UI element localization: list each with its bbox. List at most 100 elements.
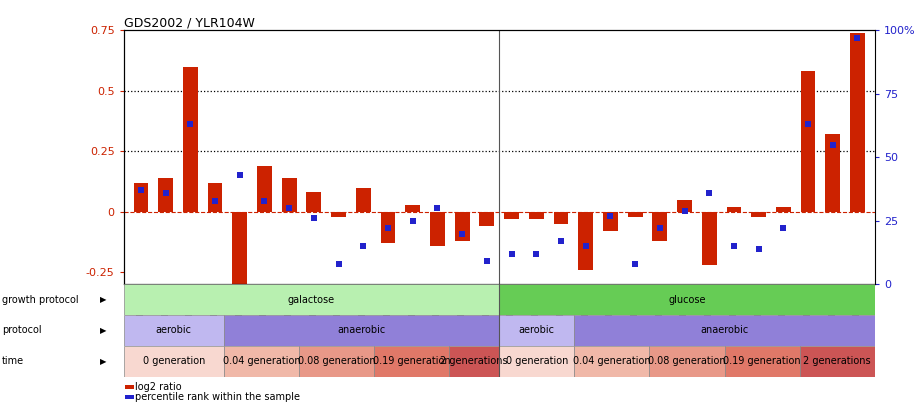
Bar — [574, 315, 875, 346]
Bar — [134, 183, 148, 212]
Bar — [649, 346, 725, 377]
Bar — [553, 212, 569, 224]
Point — [627, 261, 642, 267]
Point — [578, 243, 593, 249]
Text: 0.08 generation: 0.08 generation — [298, 356, 376, 366]
Point — [801, 121, 815, 128]
Bar — [726, 207, 741, 212]
Bar — [332, 212, 346, 217]
Point — [233, 172, 247, 178]
Point — [677, 207, 692, 214]
Point — [850, 35, 865, 41]
Point — [455, 230, 470, 237]
Point — [504, 251, 518, 257]
Bar — [183, 67, 198, 212]
Text: 0.08 generation: 0.08 generation — [649, 356, 725, 366]
Text: galactose: galactose — [288, 295, 335, 305]
Bar — [825, 134, 840, 212]
Text: protocol: protocol — [2, 326, 41, 335]
Point — [652, 225, 667, 232]
Text: 0 generation: 0 generation — [506, 356, 568, 366]
Bar — [574, 346, 649, 377]
Point — [282, 205, 297, 211]
Bar — [499, 346, 574, 377]
Point — [553, 238, 568, 244]
Text: 2 generations: 2 generations — [441, 356, 508, 366]
Bar — [405, 205, 420, 212]
Bar — [356, 188, 371, 212]
Text: 0.04 generation: 0.04 generation — [573, 356, 650, 366]
Point — [208, 197, 223, 204]
Text: log2 ratio: log2 ratio — [135, 382, 181, 392]
Point — [702, 190, 716, 196]
Point — [726, 243, 741, 249]
Bar — [307, 192, 322, 212]
Text: GDS2002 / YLR104W: GDS2002 / YLR104W — [124, 16, 255, 29]
Bar — [479, 212, 495, 226]
Point — [158, 190, 173, 196]
Point — [406, 217, 420, 224]
Bar — [800, 346, 875, 377]
Text: percentile rank within the sample: percentile rank within the sample — [135, 392, 300, 402]
Point — [431, 205, 445, 211]
Text: 0 generation: 0 generation — [143, 356, 205, 366]
Bar — [850, 33, 865, 212]
Text: 0.19 generation: 0.19 generation — [724, 356, 801, 366]
Bar — [499, 284, 875, 315]
Bar — [702, 212, 716, 265]
Bar — [677, 200, 692, 212]
Bar — [381, 212, 396, 243]
Bar — [224, 346, 299, 377]
Point — [480, 258, 495, 265]
Bar — [504, 212, 519, 219]
Text: 2 generations: 2 generations — [803, 356, 871, 366]
Bar — [449, 346, 499, 377]
Point — [257, 197, 272, 204]
Bar — [374, 346, 449, 377]
Point — [134, 187, 148, 194]
Bar — [578, 212, 593, 270]
Bar — [776, 207, 791, 212]
Bar — [603, 212, 617, 231]
Bar — [627, 212, 642, 217]
Bar — [124, 315, 224, 346]
Bar — [529, 212, 544, 219]
Bar — [652, 212, 667, 241]
Text: ▶: ▶ — [100, 326, 107, 335]
Bar — [124, 284, 499, 315]
Point — [381, 225, 396, 232]
Point — [307, 215, 322, 222]
Bar — [257, 166, 272, 212]
Text: anaerobic: anaerobic — [701, 326, 748, 335]
Text: aerobic: aerobic — [156, 326, 191, 335]
Point — [776, 225, 791, 232]
Text: ▶: ▶ — [100, 295, 107, 304]
Text: glucose: glucose — [669, 295, 705, 305]
Point — [332, 261, 346, 267]
Bar — [208, 183, 223, 212]
Bar — [282, 178, 297, 212]
Bar — [751, 212, 766, 217]
Text: aerobic: aerobic — [518, 326, 555, 335]
Point — [603, 213, 617, 219]
Text: 0.19 generation: 0.19 generation — [373, 356, 451, 366]
Bar — [725, 346, 800, 377]
Bar — [299, 346, 374, 377]
Text: growth protocol: growth protocol — [2, 295, 79, 305]
Bar — [158, 178, 173, 212]
Bar — [124, 346, 224, 377]
Point — [825, 141, 840, 148]
Bar — [233, 212, 247, 284]
Text: anaerobic: anaerobic — [337, 326, 386, 335]
Text: 0.04 generation: 0.04 generation — [223, 356, 300, 366]
Bar — [801, 72, 815, 212]
Text: ▶: ▶ — [100, 357, 107, 366]
Text: time: time — [2, 356, 24, 366]
Point — [356, 243, 371, 249]
Point — [183, 121, 198, 128]
Bar — [454, 212, 470, 241]
Bar — [499, 315, 574, 346]
Point — [751, 245, 766, 252]
Point — [529, 251, 543, 257]
Bar — [224, 315, 499, 346]
